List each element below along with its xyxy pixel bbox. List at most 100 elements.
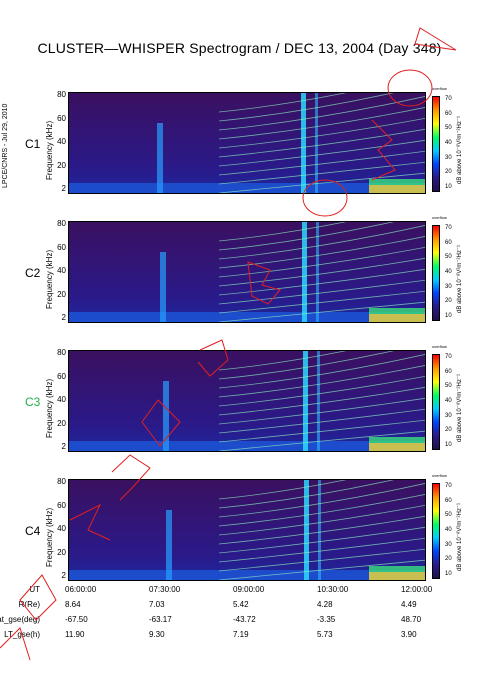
orbit-cell: 9.30	[149, 630, 165, 639]
orbit-cell: 5.42	[233, 600, 249, 609]
mode-flag-bar	[68, 84, 426, 97]
colorbar-tick-label: 30	[445, 412, 452, 419]
y-tick-label: 40	[57, 266, 66, 275]
y-tick-label: 40	[57, 137, 66, 146]
y-tick-label: 80	[57, 477, 66, 486]
orbit-cell: 8.64	[65, 600, 81, 609]
panel-label-c2: C2	[25, 266, 41, 280]
colorbar-tick-label: 30	[445, 541, 452, 548]
colorbar-tick-label: 30	[445, 283, 452, 290]
y-axis-label: Frequency (kHz)	[45, 378, 54, 438]
y-tick-label: 20	[57, 160, 66, 170]
mode-flag-bar	[68, 213, 426, 226]
mode-flag-bar	[68, 471, 426, 484]
colorbar-unit-label: dB above 10⁻⁸V²m⁻²Hz⁻¹	[457, 244, 463, 313]
y-tick-label: 2	[61, 571, 66, 580]
colorbar-overflow-label: overflow	[432, 473, 447, 478]
orbit-cell: 7.03	[149, 600, 165, 609]
colorbar-tick-label: 60	[445, 239, 452, 246]
colorbar-tick-label: 10	[445, 184, 452, 190]
colorbar-tick-label: 70	[445, 354, 452, 360]
colorbar-overflow-label: overflow	[432, 215, 447, 220]
colorbar-tick-label: 70	[445, 483, 452, 489]
colorbar	[432, 225, 440, 321]
orbit-cell: -67.50	[65, 615, 88, 624]
colorbar-tick-label: 20	[445, 169, 452, 176]
colorbar-unit-label: dB above 10⁻⁸V²m⁻²Hz⁻¹	[457, 502, 463, 571]
panel-label-c1: C1	[25, 137, 41, 151]
colorbar-tick-label: 40	[445, 269, 452, 275]
panel-label-c3: C3	[25, 395, 41, 409]
colorbar-tick-label: 20	[445, 427, 452, 434]
orbit-cell: 10:30:00	[317, 585, 349, 594]
orbit-row-label: R(Re)	[18, 600, 40, 609]
y-tick-label: 40	[57, 395, 66, 404]
orbit-cell: 4.49	[401, 600, 417, 609]
orbit-cell: -43.72	[233, 615, 256, 624]
chart-title: CLUSTER—WHISPER Spectrogram / DEC 13, 20…	[37, 40, 442, 56]
y-tick-label: 2	[61, 313, 66, 322]
colorbar-tick-label: 40	[445, 140, 452, 146]
colorbar-tick-label: 70	[445, 96, 452, 102]
orbit-row-label: UT	[29, 585, 40, 594]
orbit-cell: 4.28	[317, 600, 333, 609]
colorbar-tick-label: 20	[445, 298, 452, 305]
orbit-cell: 11.90	[65, 630, 85, 639]
colorbar-unit-label: dB above 10⁻⁸V²m⁻²Hz⁻¹	[457, 115, 463, 184]
colorbar-unit-label: dB above 10⁻⁸V²m⁻²Hz⁻¹	[457, 373, 463, 442]
spectrogram-c4	[68, 479, 426, 581]
colorbar-tick-label: 50	[445, 512, 452, 519]
orbit-cell: 07:30:00	[149, 585, 181, 594]
panel-label-c4: C4	[25, 524, 41, 538]
colorbar-tick-label: 10	[445, 313, 452, 319]
y-tick-label: 2	[61, 184, 66, 193]
y-tick-label: 80	[57, 219, 66, 228]
annotation-scribble-6	[19, 574, 57, 621]
orbit-cell: 3.90	[401, 630, 417, 639]
colorbar-tick-label: 60	[445, 368, 452, 375]
colorbar-tick-label: 50	[445, 254, 452, 261]
orbit-cell: 48.70	[401, 615, 422, 624]
colorbar-tick-label: 70	[445, 225, 452, 231]
spectrogram-c1	[68, 92, 426, 194]
colorbar-tick-label: 50	[445, 125, 452, 132]
colorbar	[432, 354, 440, 450]
orbit-cell: -63.17	[149, 615, 172, 624]
spectrogram-c3	[68, 350, 426, 452]
mode-flag-bar	[68, 342, 426, 355]
colorbar-tick-label: 40	[445, 527, 452, 533]
y-tick-label: 2	[61, 442, 66, 451]
colorbar-tick-label: 50	[445, 383, 452, 390]
y-tick-label: 20	[57, 418, 66, 428]
y-tick-label: 80	[57, 348, 66, 357]
orbit-cell: 5.73	[317, 630, 333, 639]
orbit-cell: -3.35	[317, 615, 336, 624]
orbit-cell: 12:00:00	[401, 585, 433, 594]
colorbar-tick-label: 30	[445, 154, 452, 161]
colorbar-tick-label: 40	[445, 398, 452, 404]
y-tick-label: 60	[57, 242, 66, 252]
orbit-cell: 7.19	[233, 630, 249, 639]
y-tick-label: 20	[57, 289, 66, 299]
colorbar-tick-label: 10	[445, 442, 452, 448]
spectrogram-c2	[68, 221, 426, 323]
colorbar-tick-label: 60	[445, 497, 452, 504]
y-tick-label: 60	[57, 500, 66, 510]
orbit-cell: 06:00:00	[65, 585, 97, 594]
colorbar-tick-label: 60	[445, 110, 452, 117]
orbit-row-label: Lat_gse(deg)	[0, 615, 40, 624]
orbit-row-label: LT_gse(h)	[4, 630, 40, 639]
y-axis-label: Frequency (kHz)	[45, 120, 54, 180]
y-axis-label: Frequency (kHz)	[45, 507, 54, 567]
colorbar-tick-label: 20	[445, 556, 452, 563]
colorbar	[432, 483, 440, 579]
colorbar	[432, 96, 440, 192]
colorbar-overflow-label: overflow	[432, 344, 447, 349]
y-tick-label: 60	[57, 113, 66, 123]
y-tick-label: 40	[57, 524, 66, 533]
colorbar-overflow-label: overflow	[432, 86, 447, 91]
orbit-cell: 09:00:00	[233, 585, 265, 594]
side-credit-label: LPCE/CNRS - Jul 29, 2010	[2, 103, 9, 188]
y-tick-label: 60	[57, 371, 66, 381]
y-axis-label: Frequency (kHz)	[45, 249, 54, 309]
